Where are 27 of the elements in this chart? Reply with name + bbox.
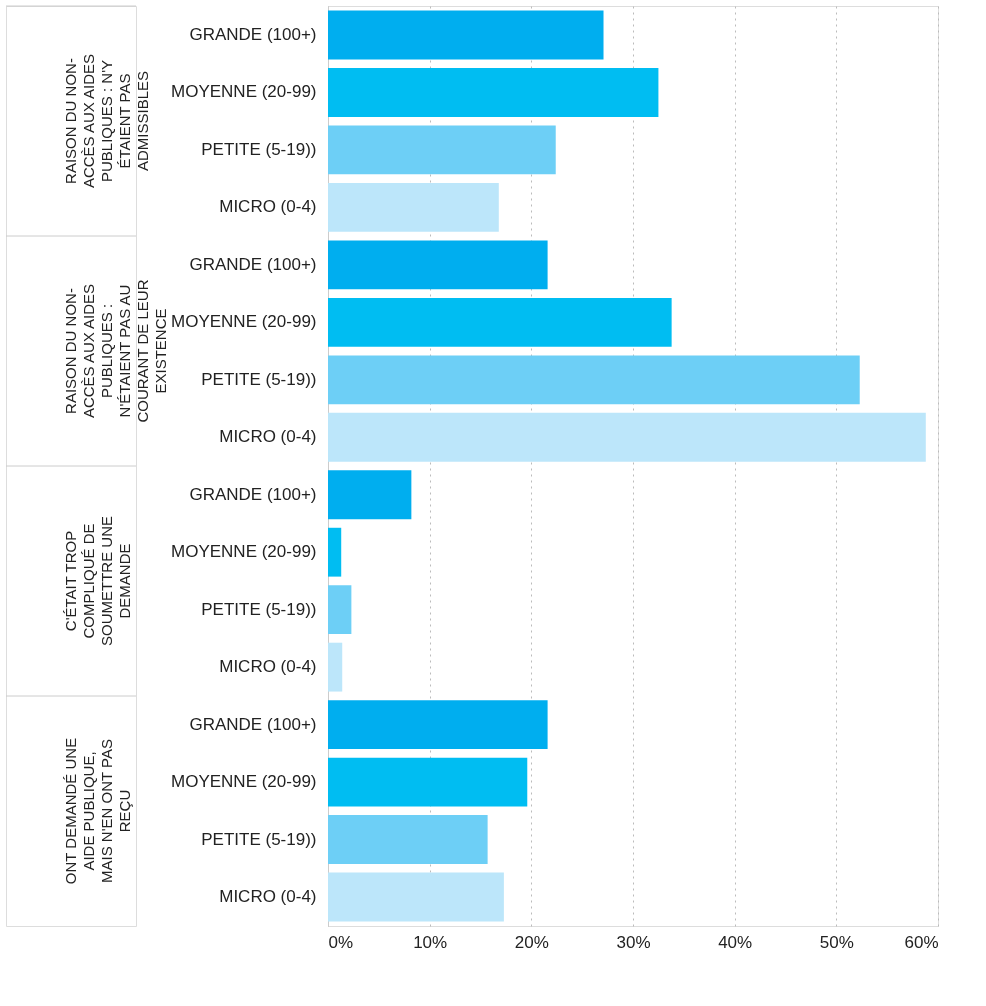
x-tick-label: 20%: [514, 932, 549, 952]
y-tick-label: GRANDE (100+): [189, 714, 317, 734]
y-tick-label: MICRO (0-4): [219, 886, 317, 906]
y-tick-label: MOYENNE (20-99): [171, 772, 317, 792]
y-tick-label: MICRO (0-4): [219, 197, 317, 217]
text: ONT DEMANDÉ UNE AIDE PUBLIQUE, MAIS N'EN ONT PAS REÇU: [62, 737, 133, 885]
y-tick-label: GRANDE (100+): [189, 25, 317, 45]
y-tick-label: MOYENNE (20-99): [171, 82, 317, 102]
y-tick-label: MICRO (0-4): [219, 427, 317, 447]
x-tick-label: 60%: [904, 932, 939, 952]
x-tick-label: 40%: [718, 932, 753, 952]
y-tick-label: PETITE (5-19)): [201, 829, 317, 849]
x-tick-label: 0%: [328, 932, 354, 952]
x-tick-label: 50%: [819, 932, 854, 952]
y-tick-label: GRANDE (100+): [189, 484, 317, 504]
y-tick-label: GRANDE (100+): [189, 254, 317, 274]
y-tick-label: MICRO (0-4): [219, 657, 317, 677]
x-tick-label: 30%: [616, 932, 651, 952]
text: RAISON DU NON-ACCÈS AUX AIDES PUBLIQUES : N'ÉTAIENT PAS AU COURANT DE LEUR EXISTENCE: [62, 279, 169, 423]
text: C'ÉTAIT TROP COMPLIQUÉ DE SOUMETTRE UNE DEMANDE: [62, 515, 133, 647]
y-tick-label: PETITE (5-19)): [201, 599, 317, 619]
y-tick-label: MOYENNE (20-99): [171, 312, 317, 332]
x-tick-label: 10%: [413, 932, 448, 952]
y-tick-label: PETITE (5-19)): [201, 139, 317, 159]
y-tick-label: PETITE (5-19)): [201, 369, 317, 389]
text: RAISON DU NON-ACCÈS AUX AIDES PUBLIQUES : N'Y ÉTAIENT PAS ADMISSIBLES: [62, 53, 151, 189]
y-tick-label: MOYENNE (20-99): [171, 542, 317, 562]
